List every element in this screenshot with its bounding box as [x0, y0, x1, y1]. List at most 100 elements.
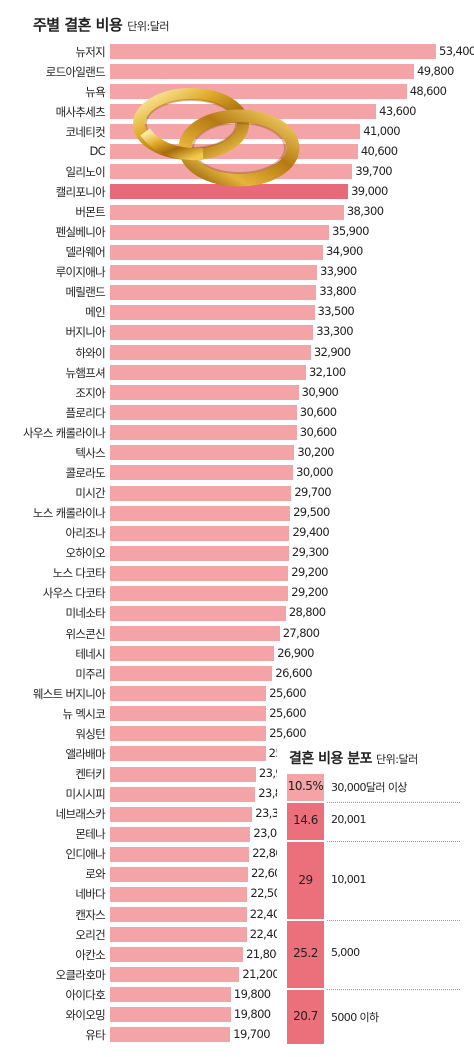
bar: [110, 686, 267, 702]
bar-value-label: 29,300: [291, 545, 329, 560]
distribution-segment-label: 30,000달러 이상: [331, 781, 407, 795]
bar: [110, 766, 256, 782]
bar: [110, 445, 295, 461]
bar-label: 아칸소: [75, 947, 105, 962]
bar-value-label: 39,000: [351, 183, 388, 198]
bar-value-label: 34,900: [326, 244, 363, 259]
bar-label: 매사추세츠: [55, 104, 106, 119]
bar-value-label: 30,900: [301, 384, 339, 399]
bar-label: 사우스 다코타: [42, 586, 106, 601]
bar: [110, 405, 297, 421]
bar-label: 조지아: [75, 385, 105, 400]
distribution-segment-value: 14.6: [293, 813, 318, 828]
bar-label: 루이지애나: [55, 265, 106, 280]
bar-value-label: 41,000: [363, 123, 400, 138]
bar-label: 테네시: [75, 646, 105, 661]
bar-value-label: 29,400: [292, 525, 330, 540]
bar: [110, 385, 299, 401]
bar-value-label: 28,800: [288, 605, 326, 620]
bar: [110, 525, 290, 541]
bar-value-label: 29,700: [294, 485, 331, 500]
bar-label: 노스 다코타: [52, 566, 106, 581]
distribution-title-text: 결혼 비용 분포: [289, 751, 373, 767]
bar-value-label: 53,400: [439, 43, 474, 58]
bar-label: 아리조나: [65, 526, 105, 541]
bar-value-label: 26,600: [275, 665, 313, 680]
bar-value-label: 33,800: [319, 284, 356, 299]
bar-value-label: 19,800: [233, 1006, 271, 1021]
bar-label: 플로리다: [65, 405, 105, 420]
bar-label: 펜실베니아: [55, 225, 106, 240]
bar: [110, 44, 436, 59]
distribution-segment: 14.6: [287, 802, 324, 841]
bar: [110, 786, 256, 802]
distribution-segment-value: 29: [298, 872, 313, 887]
bar: [110, 1027, 231, 1043]
distribution-segment-label: 20,001: [331, 813, 366, 827]
bar-label: 오클라호마: [55, 967, 106, 982]
bar-label: 뉴 멕시코: [62, 706, 106, 721]
distribution-divider: [327, 801, 460, 803]
bar-value-label: 32,100: [308, 364, 346, 379]
bar: [110, 605, 286, 621]
bar-value-label: 40,600: [360, 143, 398, 158]
bar-value-label: 33,900: [319, 264, 357, 279]
bar: [110, 987, 231, 1003]
bar-label: 콜로라도: [65, 465, 105, 480]
distribution-title: 결혼 비용 분포 단위:달러: [289, 748, 418, 768]
distribution-segment: 29: [287, 842, 324, 920]
bar-label: 메인: [85, 305, 105, 320]
bar-value-label: 19,800: [233, 986, 271, 1001]
bar: [110, 1007, 231, 1023]
bar: [110, 907, 247, 922]
bar-label: 미네소타: [65, 606, 105, 621]
bar: [110, 585, 289, 601]
chart-title-text: 주별 결혼 비용: [33, 16, 123, 34]
bar-label: 텍사스: [75, 445, 105, 460]
bar: [110, 967, 240, 983]
distribution-segment-label: 5,000: [331, 946, 360, 960]
bar-label: 뉴햄프셔: [65, 365, 105, 380]
bar-value-label: 29,200: [291, 565, 328, 580]
bar-value-label: 30,000: [296, 464, 333, 479]
bar-label: 뉴욕: [85, 84, 105, 99]
distribution-segment: 25.2: [287, 921, 324, 988]
bar-value-label: 26,900: [277, 645, 314, 660]
bar-label: 미주리: [75, 666, 105, 681]
bar-label: 워싱턴: [75, 726, 105, 741]
bar-label: 오하이오: [65, 546, 105, 561]
bar-label: 오리건: [75, 927, 105, 942]
bar-label: 인디애나: [65, 847, 105, 862]
bar: [110, 345, 311, 361]
bar: [110, 284, 317, 300]
distribution-divider: [327, 988, 460, 990]
bar: [110, 324, 314, 340]
bar: [110, 184, 349, 200]
bar: [110, 826, 251, 842]
bar-value-label: 48,600: [409, 83, 447, 98]
bar-label: 미시시피: [65, 787, 105, 802]
bar: [110, 866, 248, 882]
bar-value-label: 32,900: [313, 344, 351, 359]
bar: [110, 425, 297, 441]
bar: [110, 505, 291, 521]
distribution-divider: [327, 841, 460, 843]
bar-value-label: 30,600: [299, 404, 337, 419]
bar-value-label: 29,200: [291, 585, 328, 600]
bar-label: 일리노이: [65, 164, 105, 179]
distribution-segment-value: 25.2: [293, 946, 318, 961]
distribution-unit-text: 단위:달러: [376, 753, 418, 766]
chart-unit-text: 단위:달러: [127, 20, 169, 33]
bar-label: 메릴랜드: [65, 285, 105, 300]
distribution-divider: [327, 920, 460, 922]
bar-label: 버몬트: [75, 205, 105, 220]
bar: [110, 545, 289, 561]
bar-label: 버지니아: [65, 325, 105, 340]
bar: [110, 244, 324, 260]
bar-value-label: 25,600: [269, 705, 306, 720]
distribution-segment-label: 5000 이하: [331, 1010, 379, 1024]
bar-label: 앨라배마: [65, 746, 105, 761]
bar: [110, 465, 294, 481]
bar-value-label: 39,700: [355, 163, 392, 178]
